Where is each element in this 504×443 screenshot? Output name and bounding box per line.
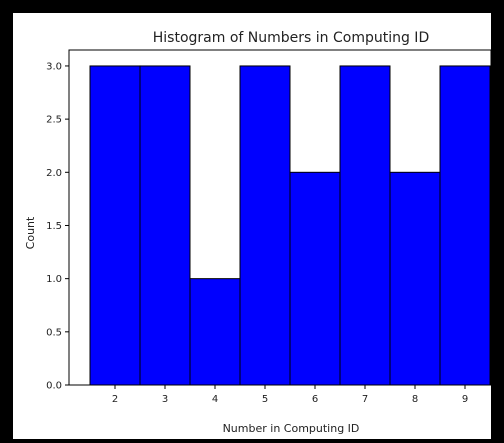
bar-7: [339, 65, 391, 386]
chart-figure: Histogram of Numbers in Computing ID 0.0…: [13, 13, 491, 439]
chart-title: Histogram of Numbers in Computing ID: [153, 30, 429, 46]
y-tick-label-1.5: 1.5: [46, 221, 62, 232]
plot-frame: [68, 49, 491, 386]
x-tick-label-3: 3: [162, 394, 168, 405]
x-axis: 2 3 4 5 6 7 8 9: [112, 385, 468, 405]
x-tick-label-2: 2: [112, 394, 118, 405]
y-tick-label-2.0: 2.0: [46, 168, 62, 179]
x-axis-label: Number in Computing ID: [223, 422, 360, 435]
bar-4: [189, 278, 241, 386]
y-tick-label-2.5: 2.5: [46, 115, 62, 126]
y-tick-label-3.0: 3.0: [46, 61, 62, 72]
bar-3: [139, 65, 191, 386]
histogram-chart: Histogram of Numbers in Computing ID 0.0…: [24, 30, 491, 435]
y-axis-label: Count: [24, 216, 37, 249]
y-tick-label-0.0: 0.0: [46, 381, 62, 392]
x-tick-label-4: 4: [212, 394, 218, 405]
y-tick-label-0.5: 0.5: [46, 327, 62, 338]
bar-9: [439, 65, 491, 386]
x-tick-label-8: 8: [412, 394, 418, 405]
x-tick-label-9: 9: [462, 394, 468, 405]
bar-8: [389, 171, 441, 386]
x-tick-label-7: 7: [362, 394, 368, 405]
bar-2: [89, 65, 141, 386]
y-axis: 0.0 0.5 1.0 1.5 2.0 2.5 3.0: [46, 61, 69, 392]
x-tick-label-5: 5: [262, 394, 268, 405]
bars-group: [89, 65, 491, 386]
y-tick-label-1.0: 1.0: [46, 274, 62, 285]
x-tick-label-6: 6: [312, 394, 318, 405]
bar-6: [289, 171, 341, 386]
bar-5: [239, 65, 291, 386]
